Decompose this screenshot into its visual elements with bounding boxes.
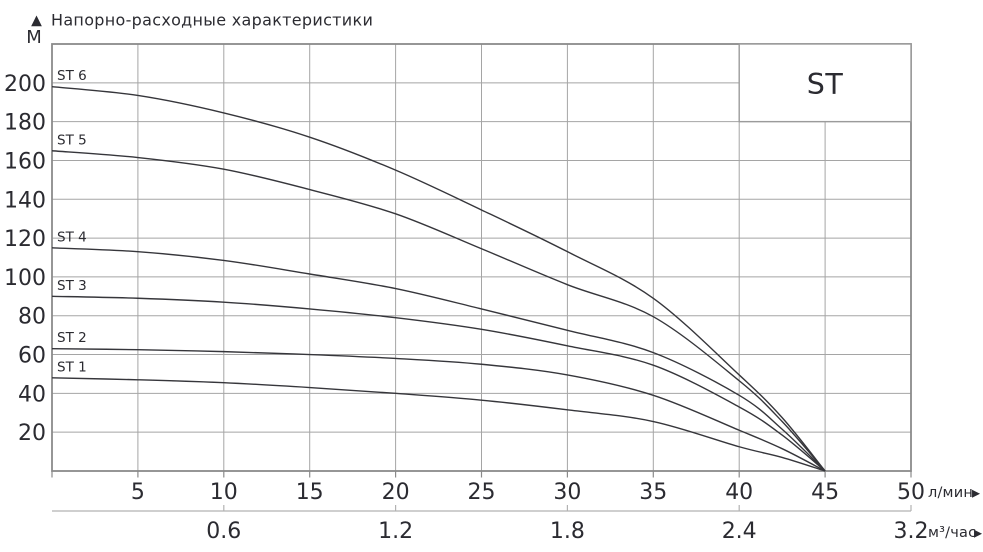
tick-labels-layer: 20 40 60 80 100 120 140 160 180 200 5 10 15 20 25 30 35 4…: [4, 72, 925, 505]
primary-x-unit-arrow-icon: ▶: [972, 488, 981, 500]
y-axis-up-arrow-icon: ▲: [31, 13, 42, 29]
y-tick-label: 40: [18, 382, 46, 407]
y-axis-unit-label: М: [26, 27, 42, 48]
secondary-x-unit-label: м³/час: [928, 525, 976, 541]
legend-box-layer: [738, 43, 912, 123]
curves-layer: [52, 86, 826, 472]
x-tick-label: 10: [210, 480, 238, 505]
legend-box: [738, 43, 912, 123]
curve-label-st-3: ST 3: [57, 278, 87, 294]
x-tick-label: 20: [382, 480, 410, 505]
secondary-x-tick-label: 3.2: [894, 519, 929, 544]
curve-label-st-4: ST 4: [57, 229, 87, 245]
y-tick-label: 100: [4, 266, 46, 291]
curve-label-st-5: ST 5: [57, 132, 87, 148]
secondary-x-tick-label: 1.8: [550, 519, 585, 544]
x-tick-label: 45: [811, 480, 839, 505]
y-tick-label: 80: [18, 305, 46, 330]
y-tick-label: 200: [4, 72, 46, 97]
secondary-x-unit-arrow-icon: ▶: [974, 528, 983, 540]
curve-label-st-1: ST 1: [57, 359, 87, 375]
curve-label-st-2: ST 2: [57, 330, 87, 346]
y-tick-label: 20: [18, 421, 46, 446]
legend-box-label: ST: [807, 68, 844, 101]
curve-st-1: [52, 377, 826, 472]
y-tick-label: 120: [4, 227, 46, 252]
y-tick-label: 60: [18, 344, 46, 369]
secondary-x-tick-label: 2.4: [722, 519, 757, 544]
x-tick-label: 25: [468, 480, 496, 505]
x-tick-label: 15: [296, 480, 324, 505]
grid-layer: [51, 43, 912, 478]
secondary-x-tick-label: 1.2: [378, 519, 413, 544]
x-tick-label: 5: [131, 480, 145, 505]
curve-st-3: [52, 295, 826, 472]
x-tick-label: 30: [553, 480, 581, 505]
chart-title: Напорно-расходные характеристики: [51, 11, 373, 30]
y-tick-label: 180: [4, 111, 46, 136]
secondary-axis-layer: 0.6 1.2 1.8 2.4 3.2: [52, 505, 929, 544]
curve-st-2: [52, 348, 826, 472]
curve-label-st-6: ST 6: [57, 68, 87, 84]
y-tick-label: 140: [4, 188, 46, 213]
primary-x-unit-label: л/мин: [928, 485, 973, 501]
y-tick-label: 160: [4, 149, 46, 174]
x-tick-label: 35: [639, 480, 667, 505]
curve-st-5: [52, 150, 826, 472]
x-tick-label: 50: [897, 480, 925, 505]
curve-st-4: [52, 247, 826, 472]
secondary-x-tick-label: 0.6: [206, 519, 241, 544]
x-tick-label: 40: [725, 480, 753, 505]
curve-st-6: [52, 86, 826, 472]
curve-labels-layer: ST 1 ST 2 ST 3 ST 4 ST 5 ST 6: [57, 68, 87, 375]
